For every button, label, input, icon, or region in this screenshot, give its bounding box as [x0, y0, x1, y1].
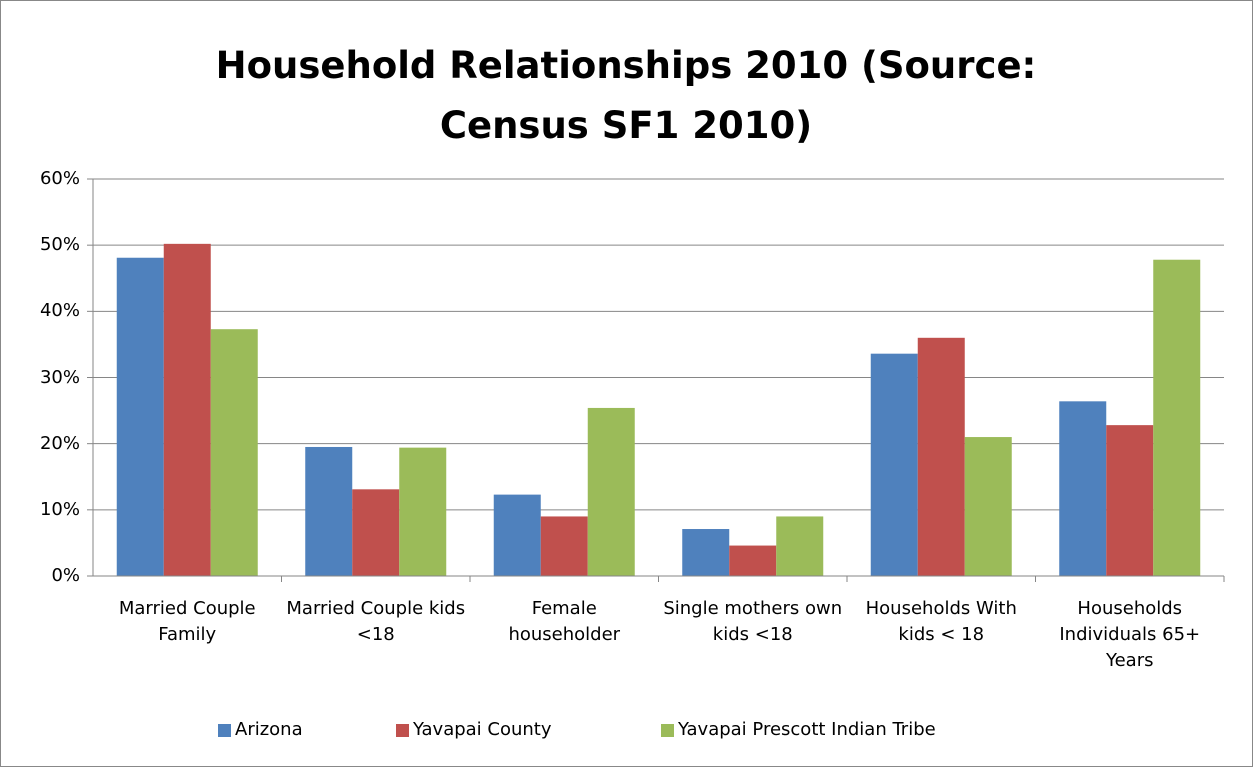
y-tick-label: 60%	[39, 168, 80, 189]
legend-swatch	[218, 724, 231, 737]
y-tick-label: 10%	[39, 498, 80, 520]
legend-swatch	[661, 724, 674, 737]
x-tick-label: Married Couple Family	[118, 598, 256, 645]
x-tick-label: Married Couple kids <18	[286, 598, 466, 645]
y-tick-label: 40%	[39, 300, 80, 322]
bar	[1059, 401, 1107, 576]
legend-label: Yavapai County	[413, 719, 552, 740]
bar	[116, 257, 164, 576]
y-tick-label: 30%	[39, 366, 80, 388]
y-tick-label: 50%	[39, 234, 80, 256]
bar	[493, 494, 541, 576]
y-tick-label: 0%	[51, 565, 80, 586]
bar	[540, 516, 588, 576]
bar	[682, 529, 730, 576]
bar	[399, 447, 447, 576]
y-tick-label: 20%	[39, 432, 80, 454]
bar	[1153, 259, 1201, 576]
x-tick-label: Female householder	[508, 598, 621, 645]
x-tick-label: Households Individuals 65+ Years	[1059, 598, 1201, 671]
chart-title: Household Relationships 2010 (Source: Ce…	[215, 44, 1037, 147]
bar	[729, 545, 777, 576]
bar	[917, 337, 965, 576]
bar	[870, 353, 918, 576]
bar	[587, 407, 635, 576]
bar	[964, 437, 1012, 576]
bar	[305, 446, 353, 576]
bar	[776, 516, 824, 576]
legend-label: Yavapai Prescott Indian Tribe	[678, 719, 936, 740]
legend-label: Arizona	[235, 719, 303, 740]
x-tick-label: Single mothers own kids <18	[663, 598, 843, 645]
x-tick-label: Households With kids < 18	[865, 598, 1017, 645]
bar	[352, 489, 400, 576]
legend-swatch	[396, 724, 409, 737]
bar	[163, 243, 211, 577]
bar	[1106, 425, 1154, 576]
bar	[210, 329, 258, 576]
